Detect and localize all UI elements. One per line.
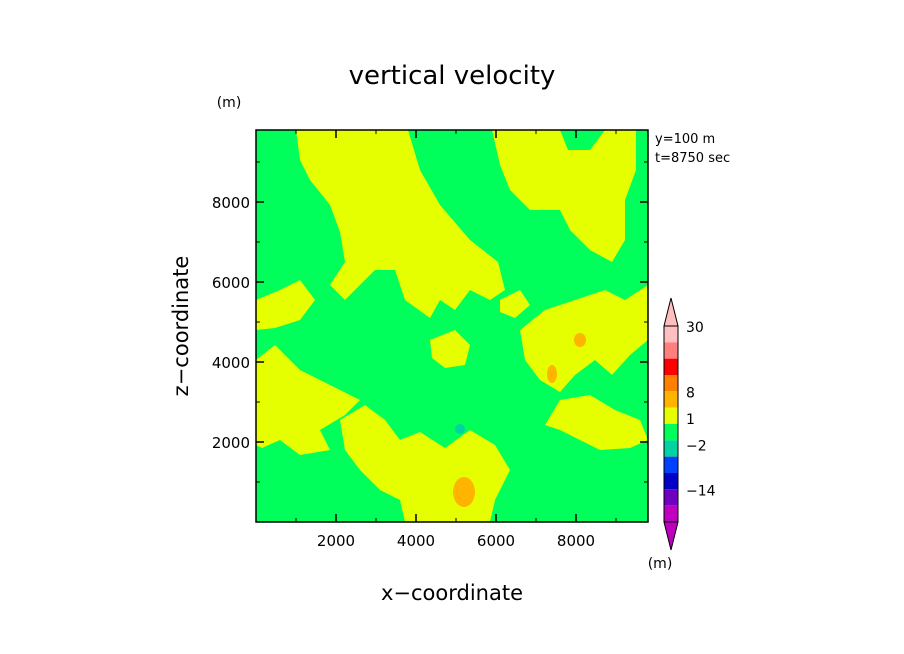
colorbar-segment [664,326,678,343]
colorbar [663,297,679,551]
y-tick-label: 6000 [212,274,250,292]
colorbar-tick-labels: 30 8 1 −2 −14 [686,320,716,499]
y-tick-label: 4000 [212,354,250,372]
colorbar-segment [664,473,678,490]
colorbar-segment [664,456,678,473]
colorbar-tick-label: 8 [686,385,695,401]
updraft-maximum [453,477,475,507]
colorbar-extend-top [663,297,679,327]
updraft-region [256,345,360,455]
updraft-region [430,330,470,368]
colorbar-segment [664,391,678,408]
colorbar-segment [664,424,678,441]
annotation-time: t=8750 sec [655,151,730,166]
downdraft-minimum [455,424,465,434]
colorbar-extend-bottom [663,521,679,551]
colorbar-tick-label: −14 [686,483,716,499]
y-axis-ticks: 2000 4000 6000 8000 [212,161,648,483]
x-tick-label: 2000 [317,532,355,550]
updraft-region [500,290,530,318]
updraft-region [256,280,315,330]
colorbar-segment [664,407,678,424]
colorbar-segment [664,489,678,506]
plot-frame [255,129,649,523]
colorbar-segment [664,505,678,522]
y-tick-label: 8000 [212,194,250,212]
colorbar-frame [663,325,679,523]
updraft-maximum [574,333,586,347]
updraft-region [492,130,636,262]
colorbar-segment [664,342,678,359]
chart-title: vertical velocity [349,61,556,91]
colorbar-segment [664,375,678,392]
y-axis-unit: (m) [217,95,242,111]
colorbar-segment [664,358,678,375]
x-tick-label: 6000 [477,532,515,550]
contour-field [255,129,649,523]
colorbar-tick-label: −2 [686,438,707,454]
x-axis-label: x−coordinate [381,581,523,605]
updraft-maximum [547,365,557,383]
x-tick-label: 4000 [397,532,435,550]
updraft-region [545,395,648,450]
updraft-region [296,130,505,318]
colorbar-tick-label: 1 [686,412,695,428]
y-tick-label: 2000 [212,434,250,452]
colorbar-unit: (m) [648,556,673,572]
annotation-y-position: y=100 m [655,132,715,147]
y-axis-label: z−coordinate [169,256,193,397]
x-tick-label: 8000 [557,532,595,550]
colorbar-tick-label: 30 [686,320,704,336]
x-axis-ticks: 2000 4000 6000 8000 [295,130,617,550]
colorbar-segment [664,440,678,457]
